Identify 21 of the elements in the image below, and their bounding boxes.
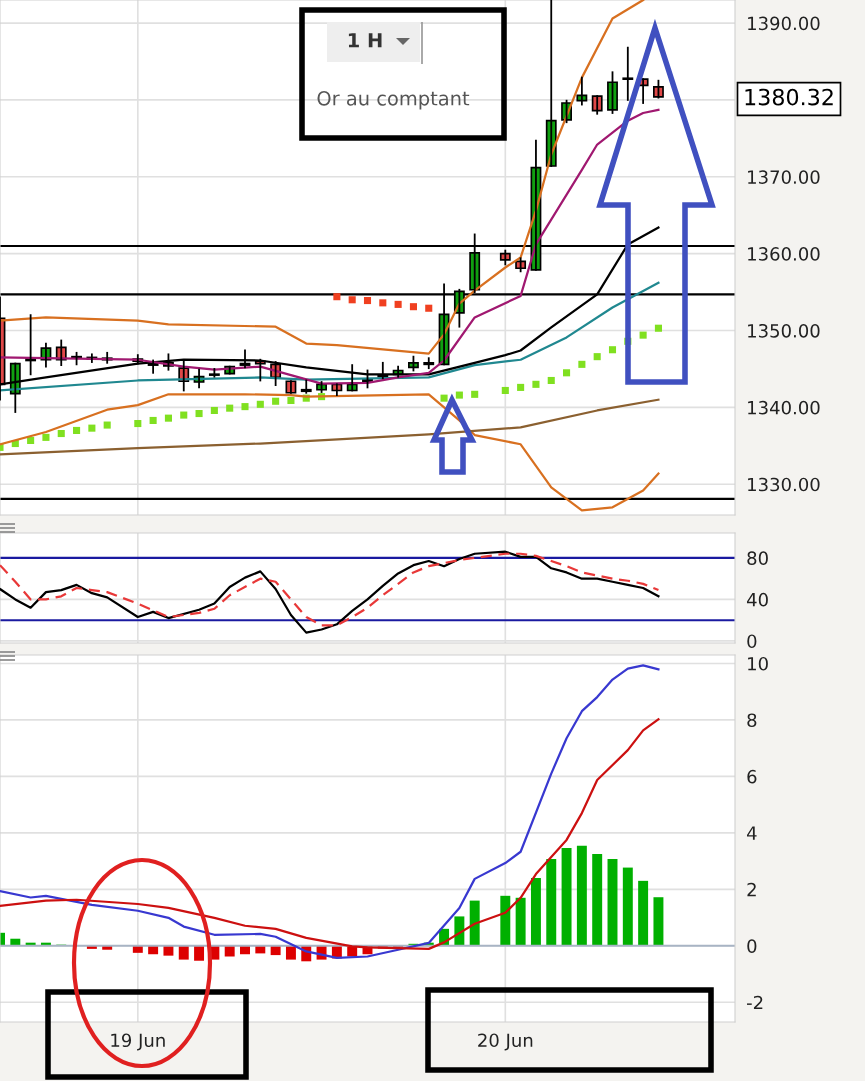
text: 1380.32 [745,88,833,106]
x-tick-label: 19 Jun [111,1033,165,1051]
y-tick-label: 0 [747,939,757,953]
y-tick-label: 1370.00 [748,170,820,184]
y-tick-label: 8 [747,713,757,728]
y-tick-label: 1390.00 [748,16,820,31]
y-tick-label: 10 [748,656,768,671]
y-tick-label: 1340.00 [748,400,820,415]
y-tick-label: 2 [747,882,756,897]
y-tick-label: 1360.00 [748,247,820,261]
y-tick-label: 4 [746,826,757,840]
y-tick-label: 40 [746,592,768,607]
annotation: 1 H [348,33,382,48]
y-tick-label: 80 [747,551,768,566]
y-tick-label: 1330.00 [748,477,820,492]
x-tick-label: 20 Jun [478,1033,533,1051]
y-tick-label: 0 [747,634,757,649]
annotation: Or au comptant [317,90,470,110]
y-tick-label: 1350.00 [748,323,820,338]
y-tick-label: 6 [747,769,757,784]
y-tick-label: -2 [746,995,763,1010]
